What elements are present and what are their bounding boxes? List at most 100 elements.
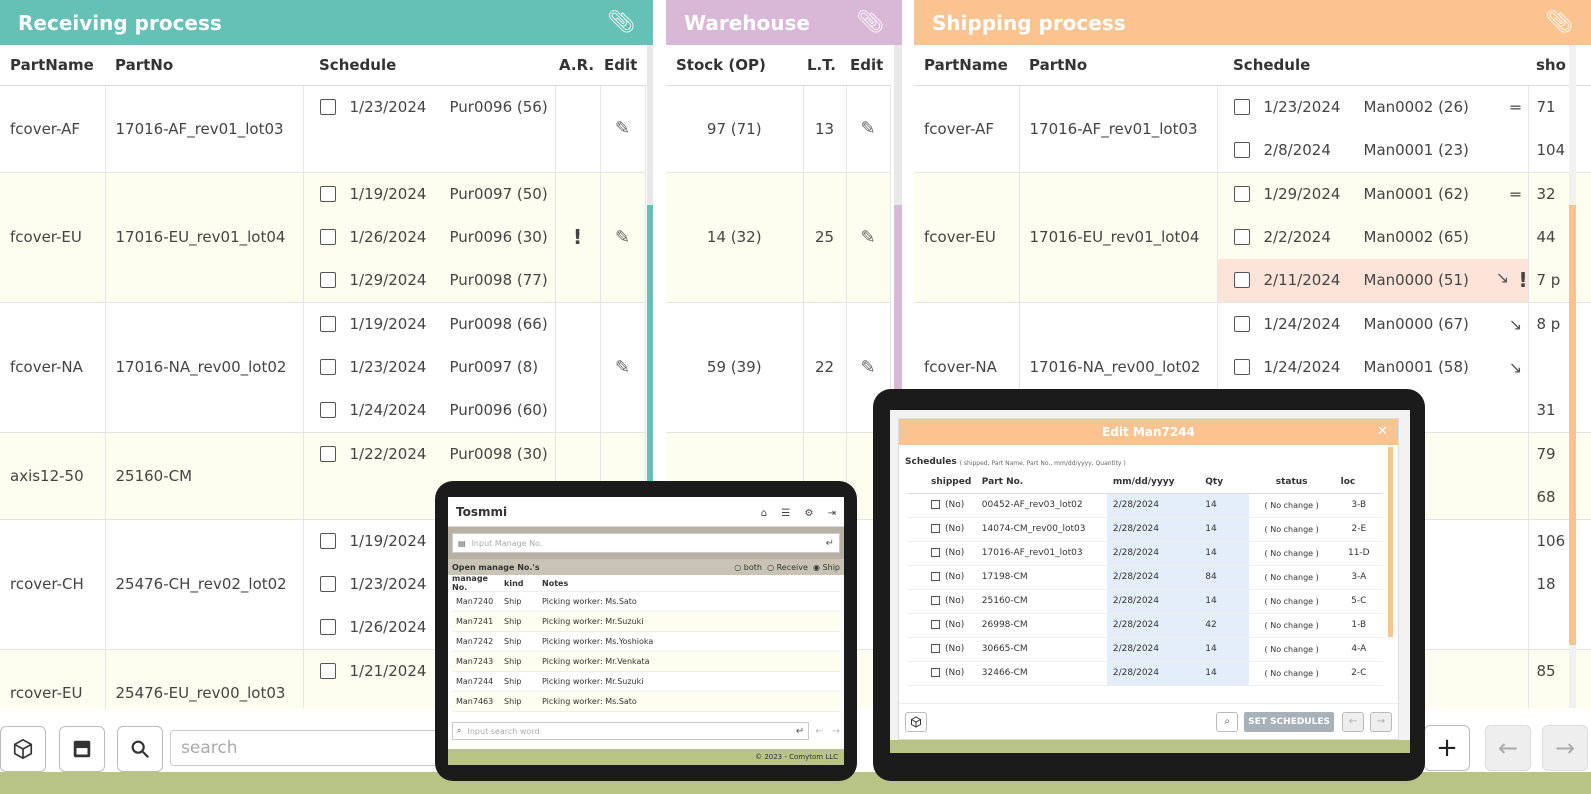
qty-field[interactable]: 14 bbox=[1199, 589, 1249, 614]
receiving-scrollbar[interactable] bbox=[647, 45, 653, 715]
date-field[interactable]: 2/28/2024 bbox=[1106, 613, 1200, 638]
shipped-checkbox[interactable] bbox=[931, 500, 940, 509]
schedule-checkbox[interactable] bbox=[319, 272, 336, 288]
shipped-checkbox[interactable] bbox=[931, 548, 940, 557]
col-partno[interactable]: PartNo bbox=[1019, 45, 1217, 86]
gear-icon[interactable]: ⚙ bbox=[804, 507, 814, 519]
qty-field[interactable]: 42 bbox=[1199, 613, 1249, 638]
date-field[interactable]: 2/28/2024 bbox=[1106, 517, 1200, 542]
part-name[interactable]: fcover-NA bbox=[0, 302, 106, 433]
part-no[interactable]: 17016-EU_rev01_lot04 bbox=[105, 172, 304, 303]
pencil-icon[interactable]: ✎ bbox=[614, 226, 631, 248]
schedule-checkbox[interactable] bbox=[1233, 272, 1250, 288]
shipped-checkbox[interactable] bbox=[931, 524, 940, 533]
schedule-checkbox[interactable] bbox=[319, 99, 336, 115]
purchase-order[interactable]: Pur0096 (60) bbox=[449, 401, 548, 419]
list-item[interactable]: Man7242 Ship Picking worker: Ms.Yoshioka bbox=[452, 632, 840, 652]
add-button[interactable]: + bbox=[1424, 725, 1470, 771]
status-select[interactable]: ( No change ) bbox=[1248, 565, 1335, 590]
part-name[interactable]: fcover-AF bbox=[0, 85, 106, 173]
manage-no-input[interactable]: ▤ Input Manage No. ↵ bbox=[452, 533, 840, 553]
home-icon[interactable]: ⌂ bbox=[760, 507, 768, 519]
part-name[interactable]: rcover-CH bbox=[0, 519, 106, 650]
date-field[interactable]: 2/28/2024 bbox=[1106, 493, 1200, 518]
status-select[interactable]: ( No change ) bbox=[1248, 637, 1335, 662]
manage-order[interactable]: Man0000 (51) bbox=[1363, 271, 1469, 289]
qty-field[interactable]: 14 bbox=[1199, 637, 1249, 662]
next-button[interactable]: → bbox=[1542, 725, 1588, 771]
schedule-checkbox[interactable] bbox=[319, 359, 336, 375]
qty-field[interactable]: 14 bbox=[1199, 493, 1249, 518]
purchase-order[interactable]: Pur0098 (30) bbox=[449, 445, 548, 463]
part-no[interactable]: 25476-CH_rev02_lot02 bbox=[105, 519, 304, 650]
shipping-scrollbar[interactable] bbox=[1569, 45, 1576, 715]
schedule-checkbox[interactable] bbox=[319, 186, 336, 202]
status-select[interactable]: ( No change ) bbox=[1248, 541, 1335, 566]
part-no[interactable]: 25160-CM bbox=[105, 432, 304, 520]
part-no[interactable]: 17016-EU_rev01_lot04 bbox=[1019, 172, 1218, 303]
enter-icon[interactable]: ↵ bbox=[795, 725, 805, 737]
logout-icon[interactable]: ⇥ bbox=[827, 507, 836, 519]
part-name[interactable]: axis12-50 bbox=[0, 432, 106, 520]
next-button[interactable]: → bbox=[1370, 711, 1392, 732]
manage-order[interactable]: Man0000 (67) bbox=[1363, 315, 1469, 333]
list-item[interactable]: Man7244 Ship Picking worker: Mr.Suzuki bbox=[452, 672, 840, 692]
schedule-checkbox[interactable] bbox=[319, 619, 336, 635]
search-word-input[interactable]: ⌕ Input search word ↵ bbox=[452, 722, 810, 740]
schedule-checkbox[interactable] bbox=[319, 446, 336, 462]
col-schedule[interactable]: Schedule bbox=[1217, 45, 1528, 86]
status-select[interactable]: ( No change ) bbox=[1248, 517, 1335, 542]
shipped-checkbox[interactable] bbox=[931, 644, 940, 653]
list-item[interactable]: Man7240 Ship Picking worker: Ms.Sato bbox=[452, 592, 840, 612]
col-partno[interactable]: PartNo bbox=[105, 45, 303, 86]
part-no[interactable]: 17016-NA_rev00_lot02 bbox=[105, 302, 304, 433]
part-no[interactable]: 25476-EU_rev00_lot03 bbox=[105, 649, 304, 715]
shipped-checkbox[interactable] bbox=[931, 668, 940, 677]
prev-button[interactable]: ← bbox=[1342, 711, 1364, 732]
qty-field[interactable]: 84 bbox=[1199, 565, 1249, 590]
date-field[interactable]: 2/28/2024 bbox=[1106, 541, 1200, 566]
schedule-checkbox[interactable] bbox=[1233, 186, 1250, 202]
calendar-button[interactable] bbox=[59, 726, 105, 772]
manage-order[interactable]: Man0001 (58) bbox=[1363, 358, 1469, 376]
box-button[interactable] bbox=[0, 726, 46, 772]
radio-receive[interactable]: ○ Receive bbox=[767, 562, 808, 572]
schedule-checkbox[interactable] bbox=[319, 533, 336, 549]
part-name[interactable]: fcover-EU bbox=[914, 172, 1020, 303]
col-extra[interactable]: sho bbox=[1528, 45, 1591, 86]
status-select[interactable]: ( No change ) bbox=[1248, 661, 1335, 686]
part-no[interactable]: 17016-AF_rev01_lot03 bbox=[1019, 85, 1218, 173]
col-lt[interactable]: L.T. bbox=[803, 45, 846, 86]
box-button[interactable] bbox=[905, 711, 927, 732]
manage-order[interactable]: Man0002 (26) bbox=[1363, 98, 1469, 116]
part-name[interactable]: fcover-AF bbox=[914, 85, 1020, 173]
paperclip-icon[interactable]: 📎︎ bbox=[607, 10, 635, 35]
col-partname[interactable]: PartName bbox=[914, 45, 1019, 86]
pencil-icon[interactable]: ✎ bbox=[860, 356, 876, 378]
shipped-checkbox[interactable] bbox=[931, 620, 940, 629]
schedule-checkbox[interactable] bbox=[319, 229, 336, 245]
qty-field[interactable]: 14 bbox=[1199, 517, 1249, 542]
set-schedules-button[interactable]: SET SCHEDULES bbox=[1244, 711, 1334, 732]
col-partname[interactable]: PartName bbox=[0, 45, 105, 86]
part-name[interactable]: fcover-EU bbox=[0, 172, 106, 303]
date-field[interactable]: 2/28/2024 bbox=[1106, 661, 1200, 686]
arrow-left-icon[interactable]: ← bbox=[815, 725, 824, 737]
part-no[interactable]: 17016-AF_rev01_lot03 bbox=[105, 85, 304, 173]
purchase-order[interactable]: Pur0098 (77) bbox=[449, 271, 548, 289]
schedule-checkbox[interactable] bbox=[1233, 99, 1250, 115]
manage-order[interactable]: Man0001 (23) bbox=[1363, 141, 1469, 159]
search-button[interactable]: ⌕ bbox=[1216, 711, 1239, 732]
purchase-order[interactable]: Pur0096 (30) bbox=[449, 228, 548, 246]
pencil-icon[interactable]: ✎ bbox=[860, 226, 876, 248]
manage-order[interactable]: Man0001 (62) bbox=[1363, 185, 1469, 203]
shipped-checkbox[interactable] bbox=[931, 572, 940, 581]
list-item[interactable]: Man7241 Ship Picking worker: Mr.Suzuki bbox=[452, 612, 840, 632]
qty-field[interactable]: 14 bbox=[1199, 661, 1249, 686]
schedule-checkbox[interactable] bbox=[1233, 142, 1250, 158]
part-name[interactable]: rcover-EU bbox=[0, 649, 106, 715]
purchase-order[interactable]: Pur0097 (8) bbox=[449, 358, 539, 376]
purchase-order[interactable]: Pur0098 (66) bbox=[449, 315, 548, 333]
pencil-icon[interactable]: ✎ bbox=[614, 118, 631, 139]
paperclip-icon[interactable]: 📎︎ bbox=[856, 10, 884, 35]
